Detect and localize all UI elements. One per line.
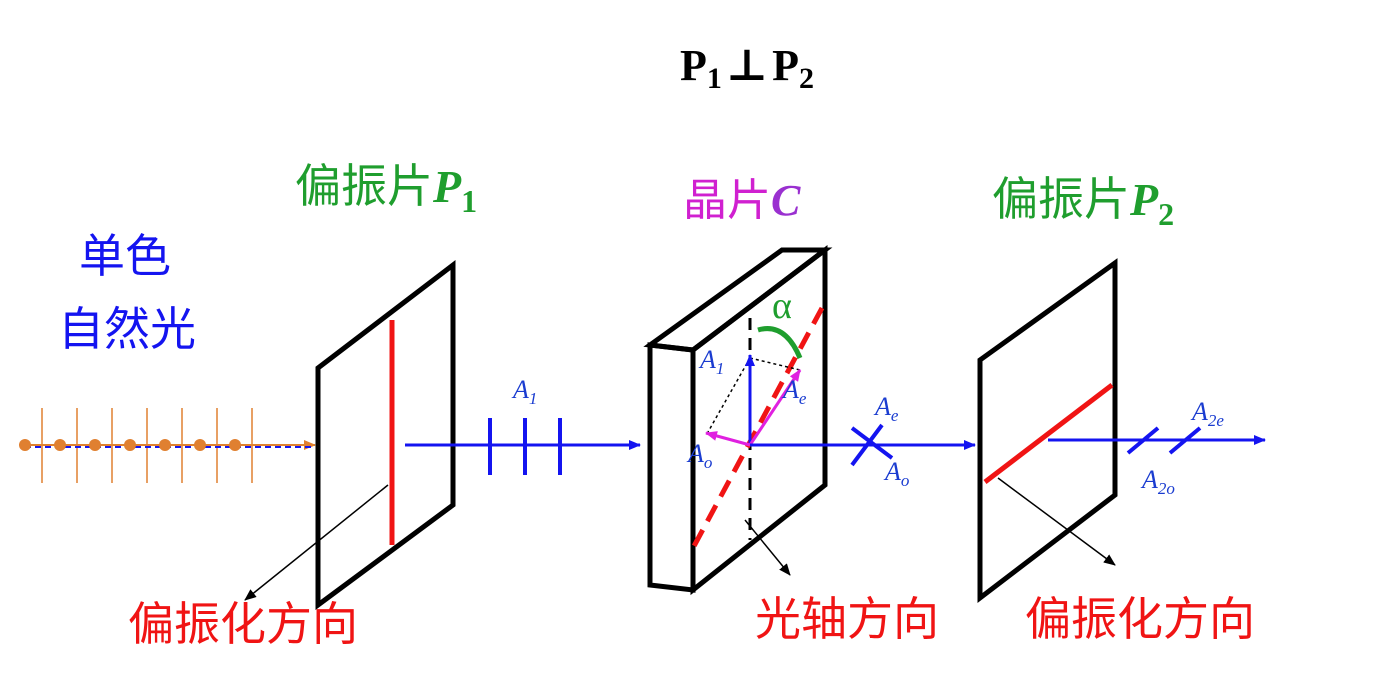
optic-axis [690,306,825,550]
projection-lines [707,357,801,433]
text-part: A [511,375,529,404]
text-part: 2e [1208,411,1225,430]
text-part: P [680,41,707,90]
polarizer1 [315,259,456,610]
text-part: 1 [529,389,538,408]
natural-light-dots [19,439,241,451]
title: P1⊥P2 [680,41,814,95]
text-part: 2 [1158,196,1174,232]
pointer [244,484,389,601]
optic-axis-label: 光轴方向 [755,592,939,646]
pointer [997,477,1116,566]
text-part: 2 [799,62,814,95]
angle-label: α [772,285,792,327]
text-part: 2o [1158,479,1175,498]
text-part: A [686,439,704,468]
beam-vibration [1126,426,1202,455]
angle-arc [757,326,803,359]
text-part: o [901,471,910,490]
source-label: 单色 [79,229,171,283]
pointer [744,519,791,576]
beam-vibration [850,423,894,467]
p2-direction-label: 偏振化方向 [1025,592,1255,646]
text-part: ⊥ [726,41,768,90]
amplitude-label: A2o [1140,465,1175,498]
polarizer2 [977,258,1118,604]
text-part: P [1129,174,1159,225]
source-label: 自然光 [58,302,196,356]
text-part: P [432,161,462,212]
text-part: A [698,345,716,374]
amplitude-label: Ae [873,392,899,425]
text-part: A [873,392,891,421]
p2-axis [983,383,1114,484]
text-part: A [1190,397,1208,426]
text-part: e [891,406,899,425]
text-part: A [781,375,799,404]
amplitude-label: A1 [511,375,537,408]
text-part: e [799,389,807,408]
text-part: A [883,457,901,486]
polarizer2-label: 偏振片P2 [992,172,1174,232]
text-part: 1 [707,62,722,95]
text-part: 晶片 [683,175,771,226]
p1-direction-label: 偏振化方向 [128,597,358,651]
ae-vector [748,369,802,446]
amplitude-label: A2e [1190,397,1224,430]
text-part: 偏振片 [295,159,433,213]
polarizer1-label: 偏振片P1 [295,159,477,219]
text-part: C [771,176,801,225]
amplitude-label: Ae [781,375,807,408]
amplitude-label: Ao [883,457,909,490]
text-part: A [1140,465,1158,494]
beam-vibration [488,418,562,475]
text-part: P [772,41,799,90]
crystal [643,244,833,596]
amplitude-label: A1 [698,345,724,378]
text-part: 1 [461,183,477,219]
amplitude-label: Ao [686,439,712,472]
crystal-label: 晶片C [683,175,801,226]
ao-vector [705,431,751,447]
text-part: o [704,453,713,472]
text-part: 1 [716,359,725,378]
text-part: 偏振片 [992,172,1130,226]
